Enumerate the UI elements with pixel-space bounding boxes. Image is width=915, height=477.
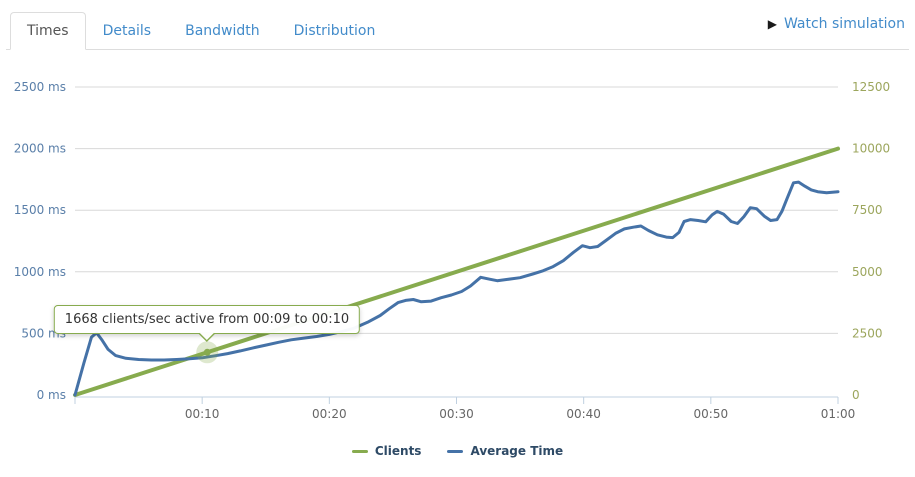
y-axis-right-label: 5000 bbox=[852, 265, 883, 279]
x-axis-label: 00:20 bbox=[312, 407, 347, 421]
tab-details[interactable]: Details bbox=[102, 23, 152, 39]
watch-simulation-link[interactable]: ▶ Watch simulation bbox=[768, 16, 905, 32]
chart-tooltip: 1668 clients/sec active from 00:09 to 00… bbox=[53, 305, 361, 342]
y-axis-left-label: 0 ms bbox=[37, 388, 66, 402]
y-axis-right-label: 0 bbox=[852, 388, 860, 402]
x-axis-label: 00:40 bbox=[566, 407, 601, 421]
y-axis-left-label: 2500 ms bbox=[14, 80, 66, 94]
y-axis-right-label: 12500 bbox=[852, 80, 890, 94]
tooltip-marker-dot bbox=[203, 348, 211, 356]
legend-dash bbox=[351, 449, 368, 453]
legend-item-clients[interactable]: Clients bbox=[351, 444, 422, 458]
chart-tabs: Times Details Bandwidth Distribution bbox=[6, 12, 909, 50]
y-axis-right-label: 10000 bbox=[852, 142, 890, 156]
play-icon: ▶ bbox=[767, 17, 777, 31]
series-line-clients bbox=[73, 146, 840, 397]
y-axis-right-label: 2500 bbox=[852, 326, 883, 340]
legend-label: Average Time bbox=[470, 444, 564, 458]
legend-item-average-time[interactable]: Average Time bbox=[447, 444, 563, 458]
tab-times[interactable]: Times bbox=[10, 12, 86, 50]
x-axis-label: 00:10 bbox=[185, 407, 220, 421]
series-line-average-time bbox=[73, 180, 840, 397]
y-axis-left-label: 1000 ms bbox=[14, 265, 66, 279]
y-axis-right-label: 7500 bbox=[852, 203, 883, 217]
y-axis-left-label: 2000 ms bbox=[14, 142, 66, 156]
y-axis-left-label: 1500 ms bbox=[14, 203, 66, 217]
x-axis-label: 00:30 bbox=[439, 407, 474, 421]
x-axis-label: 00:50 bbox=[694, 407, 729, 421]
watch-simulation-label: Watch simulation bbox=[783, 16, 905, 32]
tab-bandwidth[interactable]: Bandwidth bbox=[185, 23, 260, 39]
tab-distribution[interactable]: Distribution bbox=[293, 23, 376, 39]
legend-label: Clients bbox=[374, 444, 422, 458]
x-axis-label: 01:00 bbox=[821, 407, 856, 421]
chart-legend: Clients Average Time bbox=[0, 444, 915, 458]
legend-dash bbox=[447, 449, 464, 453]
